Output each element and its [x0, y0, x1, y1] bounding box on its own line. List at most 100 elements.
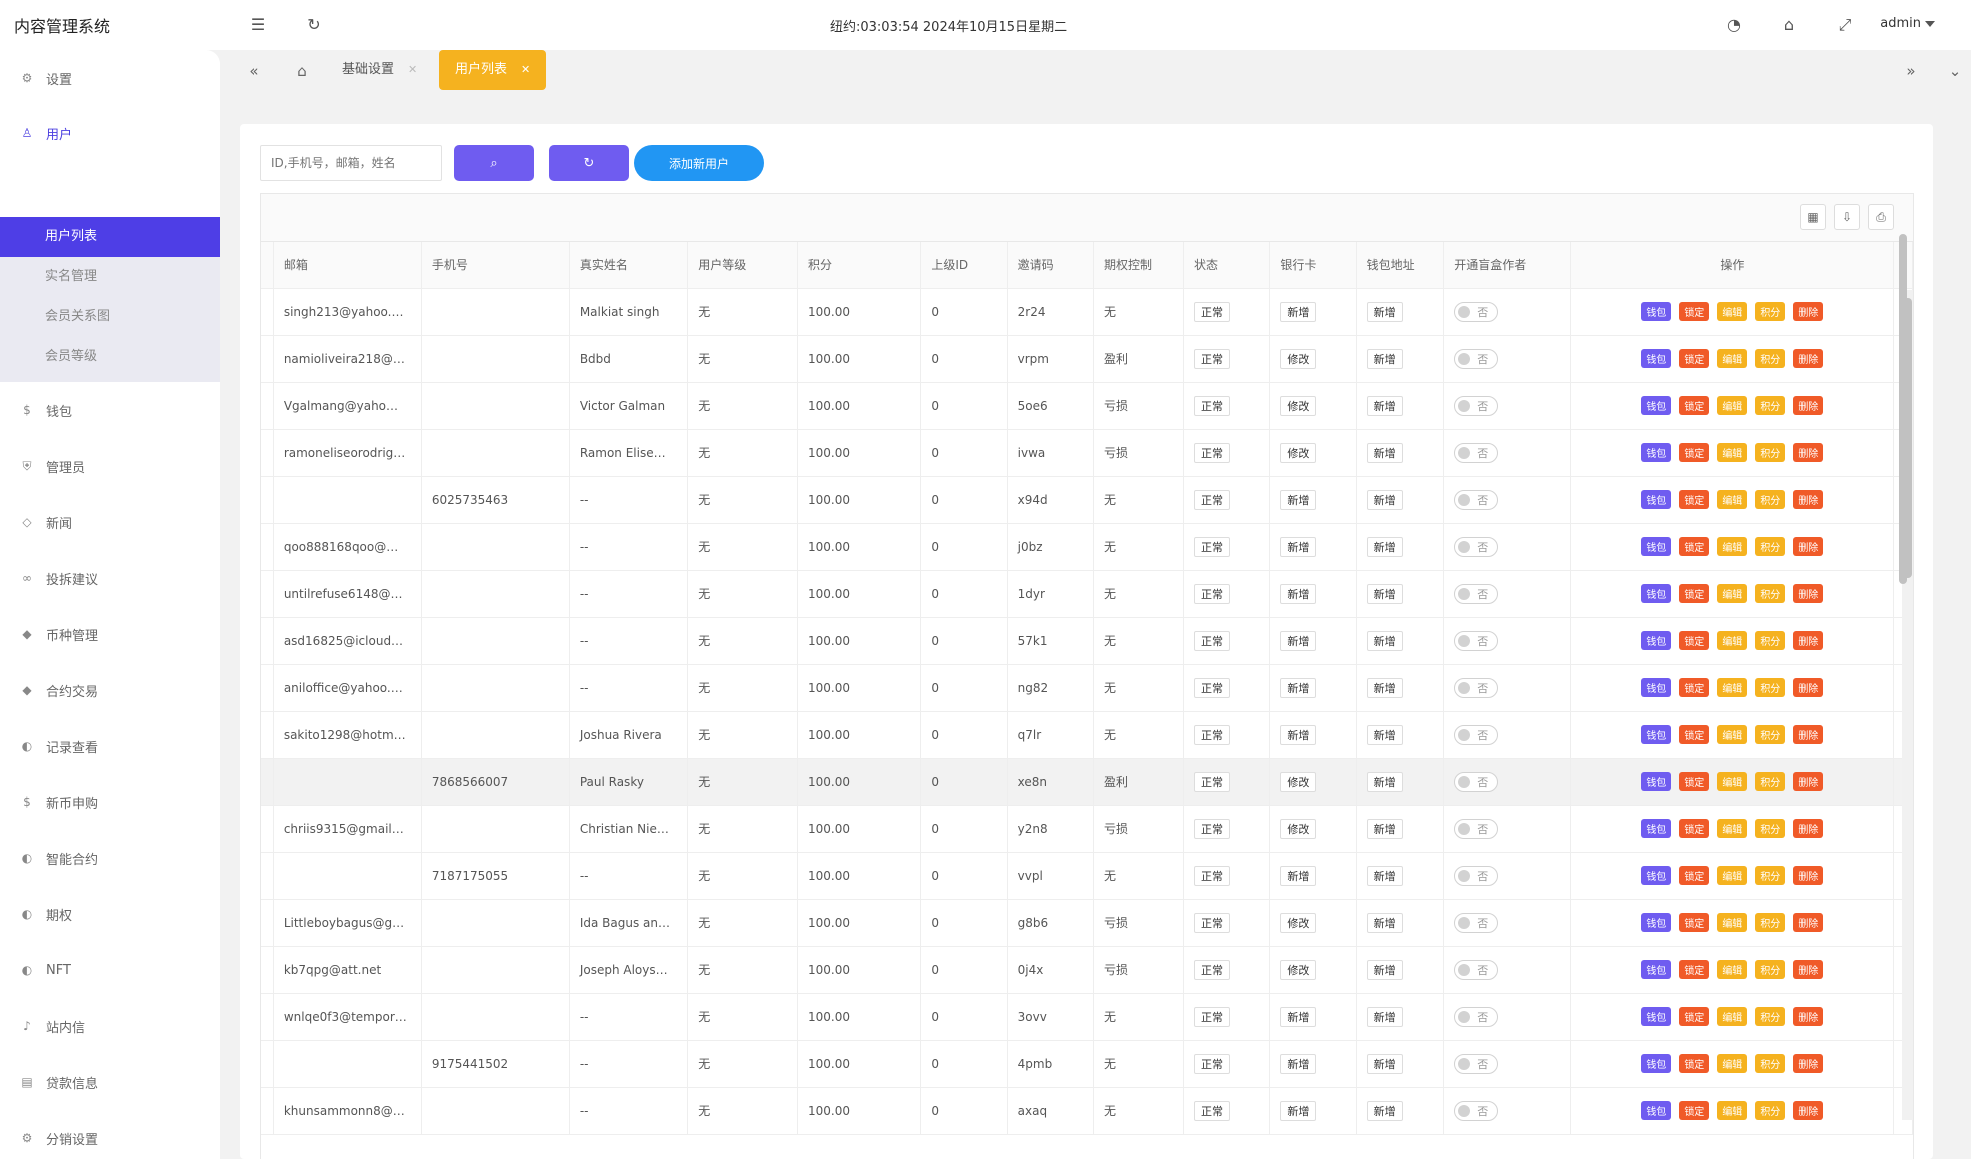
col-option-control[interactable]: 期权控制	[1093, 242, 1185, 289]
delete-button[interactable]: 删除	[1793, 913, 1824, 932]
bank-card-button[interactable]: 新增	[1280, 1006, 1317, 1027]
search-input[interactable]	[260, 145, 442, 181]
points-button[interactable]: 积分	[1755, 490, 1786, 509]
print-icon[interactable]: ⎙	[1868, 204, 1894, 230]
delete-button[interactable]: 删除	[1793, 631, 1824, 650]
sidebar-item-wallet[interactable]: $ 钱包	[0, 395, 220, 425]
wallet-button[interactable]: 钱包	[1641, 1054, 1672, 1073]
sidebar-item-contract[interactable]: ◆ 合约交易	[0, 675, 220, 705]
refresh-icon[interactable]: ↻	[307, 15, 321, 34]
wallet-button[interactable]: 钱包	[1641, 584, 1672, 603]
sidebar-item-messages[interactable]: ♪ 站内信	[0, 1011, 220, 1041]
edit-button[interactable]: 编辑	[1717, 302, 1748, 321]
wallet-address-button[interactable]: 新增	[1366, 959, 1403, 980]
bank-card-button[interactable]: 新增	[1280, 489, 1317, 510]
submenu-user-list[interactable]: 用户列表	[0, 217, 220, 257]
edit-button[interactable]: 编辑	[1717, 443, 1748, 462]
col-status[interactable]: 状态	[1183, 242, 1271, 289]
points-button[interactable]: 积分	[1755, 396, 1786, 415]
delete-button[interactable]: 删除	[1793, 443, 1824, 462]
edit-button[interactable]: 编辑	[1717, 537, 1748, 556]
lock-button[interactable]: 锁定	[1679, 1007, 1710, 1026]
lock-button[interactable]: 锁定	[1679, 960, 1710, 979]
delete-button[interactable]: 删除	[1793, 1054, 1824, 1073]
bank-card-button[interactable]: 新增	[1280, 1100, 1317, 1121]
wallet-button[interactable]: 钱包	[1641, 349, 1672, 368]
points-button[interactable]: 积分	[1755, 1054, 1786, 1073]
wallet-address-button[interactable]: 新增	[1366, 630, 1403, 651]
edit-button[interactable]: 编辑	[1717, 725, 1748, 744]
lock-button[interactable]: 锁定	[1679, 349, 1710, 368]
edit-button[interactable]: 编辑	[1717, 960, 1748, 979]
status-badge[interactable]: 正常	[1194, 1053, 1230, 1074]
wallet-address-button[interactable]: 新增	[1366, 1006, 1403, 1027]
lock-button[interactable]: 锁定	[1679, 819, 1710, 838]
delete-button[interactable]: 删除	[1793, 819, 1824, 838]
edit-button[interactable]: 编辑	[1717, 678, 1748, 697]
wallet-button[interactable]: 钱包	[1641, 443, 1672, 462]
edit-button[interactable]: 编辑	[1717, 1054, 1748, 1073]
points-button[interactable]: 积分	[1755, 1007, 1786, 1026]
wallet-button[interactable]: 钱包	[1641, 302, 1672, 321]
wallet-address-button[interactable]: 新增	[1366, 818, 1403, 839]
points-button[interactable]: 积分	[1755, 913, 1786, 932]
wallet-address-button[interactable]: 新增	[1366, 583, 1403, 604]
points-button[interactable]: 积分	[1755, 584, 1786, 603]
edit-button[interactable]: 编辑	[1717, 396, 1748, 415]
status-badge[interactable]: 正常	[1194, 959, 1230, 980]
blind-box-toggle[interactable]: 否	[1454, 395, 1499, 416]
table-vertical-scrollbar[interactable]	[1902, 290, 1913, 1120]
sidebar-item-loans[interactable]: ▤ 贷款信息	[0, 1067, 220, 1097]
bank-card-button[interactable]: 修改	[1280, 771, 1317, 792]
wallet-address-button[interactable]: 新增	[1366, 395, 1403, 416]
wallet-button[interactable]: 钱包	[1641, 819, 1672, 838]
bank-card-button[interactable]: 新增	[1280, 301, 1317, 322]
fullscreen-icon[interactable]: ⤢	[1838, 15, 1852, 34]
col-bank-card[interactable]: 银行卡	[1269, 242, 1357, 289]
wallet-address-button[interactable]: 新增	[1366, 536, 1403, 557]
points-button[interactable]: 积分	[1755, 960, 1786, 979]
col-real-name[interactable]: 真实姓名	[569, 242, 689, 289]
theme-icon[interactable]: ◔	[1727, 15, 1741, 34]
points-button[interactable]: 积分	[1755, 302, 1786, 321]
wallet-button[interactable]: 钱包	[1641, 772, 1672, 791]
tab-next-icon[interactable]: »	[1906, 62, 1916, 80]
wallet-address-button[interactable]: 新增	[1366, 1100, 1403, 1121]
delete-button[interactable]: 删除	[1793, 678, 1824, 697]
points-button[interactable]: 积分	[1755, 443, 1786, 462]
blind-box-toggle[interactable]: 否	[1454, 912, 1499, 933]
col-points[interactable]: 积分	[797, 242, 922, 289]
bank-card-button[interactable]: 新增	[1280, 865, 1317, 886]
wallet-button[interactable]: 钱包	[1641, 1007, 1672, 1026]
wallet-button[interactable]: 钱包	[1641, 913, 1672, 932]
edit-button[interactable]: 编辑	[1717, 819, 1748, 838]
sidebar-item-records[interactable]: ◐ 记录查看	[0, 731, 220, 761]
col-invite-code[interactable]: 邀请码	[1007, 242, 1094, 289]
col-parent-id[interactable]: 上级ID	[920, 242, 1008, 289]
wallet-address-button[interactable]: 新增	[1366, 301, 1403, 322]
wallet-address-button[interactable]: 新增	[1366, 677, 1403, 698]
submenu-real-name[interactable]: 实名管理	[45, 269, 98, 284]
blind-box-toggle[interactable]: 否	[1454, 1006, 1499, 1027]
bank-card-button[interactable]: 修改	[1280, 912, 1317, 933]
add-user-button[interactable]: 添加新用户	[634, 145, 764, 181]
bank-card-button[interactable]: 新增	[1280, 536, 1317, 557]
lock-button[interactable]: 锁定	[1679, 1054, 1710, 1073]
tab-basic-settings[interactable]: 基础设置 ✕	[326, 50, 433, 90]
points-button[interactable]: 积分	[1755, 349, 1786, 368]
points-button[interactable]: 积分	[1755, 819, 1786, 838]
status-badge[interactable]: 正常	[1194, 677, 1230, 698]
sidebar-item-currency[interactable]: ◆ 币种管理	[0, 619, 220, 649]
delete-button[interactable]: 删除	[1793, 349, 1824, 368]
col-blind-box[interactable]: 开通盲盒作者	[1443, 242, 1572, 289]
status-badge[interactable]: 正常	[1194, 536, 1230, 557]
edit-button[interactable]: 编辑	[1717, 349, 1748, 368]
bank-card-button[interactable]: 新增	[1280, 724, 1317, 745]
blind-box-toggle[interactable]: 否	[1454, 583, 1499, 604]
wallet-address-button[interactable]: 新增	[1366, 912, 1403, 933]
search-button[interactable]: ⌕	[454, 145, 534, 181]
wallet-address-button[interactable]: 新增	[1366, 724, 1403, 745]
lock-button[interactable]: 锁定	[1679, 584, 1710, 603]
bank-card-button[interactable]: 修改	[1280, 395, 1317, 416]
edit-button[interactable]: 编辑	[1717, 772, 1748, 791]
